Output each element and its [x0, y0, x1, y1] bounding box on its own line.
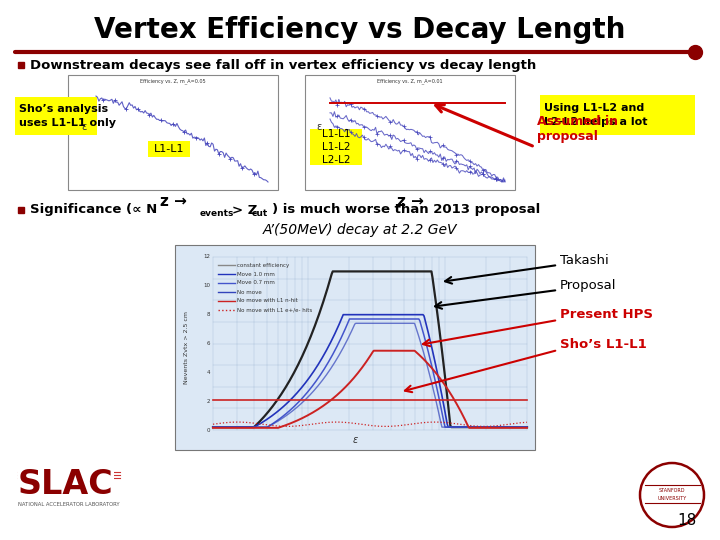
Text: 0: 0: [207, 428, 210, 433]
Text: Move 1.0 mm: Move 1.0 mm: [237, 272, 275, 276]
Bar: [18, 207, 24, 213]
Text: ) is much worse than 2013 proposal: ) is much worse than 2013 proposal: [272, 204, 540, 217]
Text: A’(50MeV) decay at 2.2 GeV: A’(50MeV) decay at 2.2 GeV: [263, 223, 457, 237]
Text: STANFORD: STANFORD: [659, 488, 685, 492]
Text: events: events: [200, 208, 235, 218]
Text: L1-L1
L1-L2
L2-L2: L1-L1 L1-L2 L2-L2: [322, 129, 350, 165]
Text: Move 0.7 mm: Move 0.7 mm: [237, 280, 275, 286]
Text: Proposal: Proposal: [560, 279, 616, 292]
Text: No move: No move: [237, 289, 262, 294]
Text: No move with L1 e+/e- hits: No move with L1 e+/e- hits: [237, 307, 312, 313]
Text: NATIONAL ACCELERATOR LABORATORY: NATIONAL ACCELERATOR LABORATORY: [18, 503, 120, 508]
Bar: [305, 75, 515, 190]
Text: 2: 2: [207, 399, 210, 404]
Text: ε: ε: [81, 122, 86, 132]
Bar: [148, 141, 190, 157]
Text: Assumed in
proposal: Assumed in proposal: [537, 115, 618, 143]
Text: Efficiency vs. Z, m_A=0.01: Efficiency vs. Z, m_A=0.01: [377, 78, 443, 84]
Text: Present HPS: Present HPS: [560, 308, 653, 321]
Bar: [15, 97, 97, 135]
Text: SLAC: SLAC: [18, 469, 114, 502]
Text: Sho’s analysis
uses L1-L1 only: Sho’s analysis uses L1-L1 only: [19, 104, 116, 127]
Bar: [18, 62, 24, 68]
Text: 4: 4: [207, 370, 210, 375]
Text: 8: 8: [207, 312, 210, 317]
Text: constant efficiency: constant efficiency: [237, 262, 289, 267]
Text: 10: 10: [203, 284, 210, 288]
Text: No move with L1 n-hit: No move with L1 n-hit: [237, 299, 298, 303]
Text: UNIVERSITY: UNIVERSITY: [657, 496, 687, 501]
Text: Nevents Zvtx > 2.5 cm: Nevents Zvtx > 2.5 cm: [184, 311, 189, 384]
Text: z →: z →: [397, 194, 423, 210]
Bar: [175, 245, 535, 450]
Text: > Z: > Z: [232, 204, 257, 217]
Text: cut: cut: [252, 208, 269, 218]
Text: z →: z →: [160, 194, 186, 210]
Bar: [68, 75, 278, 190]
Text: $\epsilon$: $\epsilon$: [351, 435, 359, 445]
Text: Vertex Efficiency vs Decay Length: Vertex Efficiency vs Decay Length: [94, 16, 626, 44]
Text: Significance (∝ N: Significance (∝ N: [30, 204, 157, 217]
Text: 18: 18: [678, 513, 697, 528]
Bar: [310, 129, 362, 165]
Text: Downstream decays see fall off in vertex efficiency vs decay length: Downstream decays see fall off in vertex…: [30, 58, 536, 71]
Text: ε: ε: [316, 122, 322, 132]
Text: Takashi: Takashi: [560, 253, 608, 267]
Text: Sho’s L1-L1: Sho’s L1-L1: [560, 339, 647, 352]
Text: 6: 6: [207, 341, 210, 346]
Text: L1-L1: L1-L1: [154, 144, 184, 154]
Text: Using L1-L2 and
L2-L2 helps a lot: Using L1-L2 and L2-L2 helps a lot: [544, 103, 647, 126]
Text: 12: 12: [203, 254, 210, 260]
Text: Efficiency vs. Z, m_A=0.05: Efficiency vs. Z, m_A=0.05: [140, 78, 206, 84]
Bar: [540, 95, 695, 135]
